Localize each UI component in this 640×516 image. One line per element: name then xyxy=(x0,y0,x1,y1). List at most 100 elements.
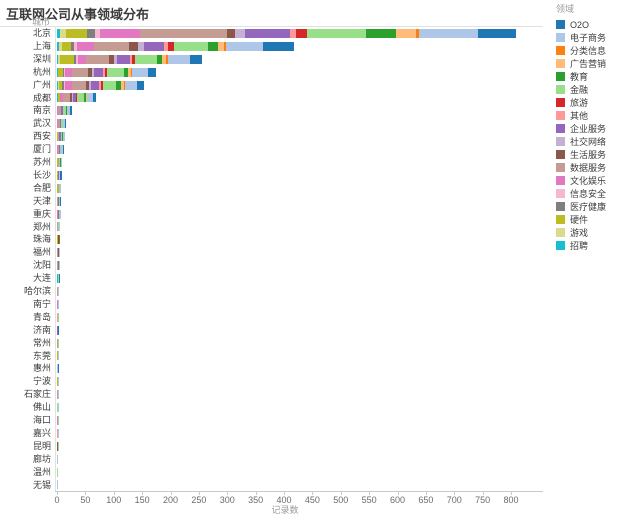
bar-segment[interactable] xyxy=(62,132,64,142)
bar-segment[interactable] xyxy=(58,145,60,155)
bar-segment[interactable] xyxy=(59,54,74,64)
bar-segment[interactable] xyxy=(58,80,63,90)
bar-segment[interactable] xyxy=(62,119,65,129)
bar-segment[interactable] xyxy=(84,93,86,103)
bar-segment[interactable] xyxy=(57,454,58,464)
bar-segment[interactable] xyxy=(58,54,60,64)
legend-item[interactable]: 游戏 xyxy=(556,226,640,239)
bar-segment[interactable] xyxy=(102,80,117,90)
bar-segment[interactable] xyxy=(59,28,66,38)
bar-segment[interactable] xyxy=(70,106,73,116)
bar-segment[interactable] xyxy=(59,209,61,219)
bar-segment[interactable] xyxy=(87,28,95,38)
bar-segment[interactable] xyxy=(70,41,74,51)
bar-segment[interactable] xyxy=(77,54,87,64)
bar-segment[interactable] xyxy=(59,145,61,155)
bar-segment[interactable] xyxy=(132,54,136,64)
bar-segment[interactable] xyxy=(58,261,60,271)
bar-segment[interactable] xyxy=(58,248,59,258)
bar-segment[interactable] xyxy=(57,196,58,206)
bar-segment[interactable] xyxy=(58,209,60,219)
bar-segment[interactable] xyxy=(57,261,58,271)
bar-segment[interactable] xyxy=(73,41,77,51)
bar-segment[interactable] xyxy=(57,209,58,219)
bar-segment[interactable] xyxy=(60,157,61,167)
bar-segment[interactable] xyxy=(225,41,263,51)
legend-item[interactable]: O2O xyxy=(556,18,640,31)
bar-segment[interactable] xyxy=(57,170,59,180)
bar-segment[interactable] xyxy=(128,67,132,77)
bar-segment[interactable] xyxy=(59,209,60,219)
bar-segment[interactable] xyxy=(165,54,168,64)
bar-segment[interactable] xyxy=(57,403,58,413)
legend-item[interactable]: 企业服务 xyxy=(556,122,640,135)
bar-segment[interactable] xyxy=(57,428,58,438)
bar-segment[interactable] xyxy=(98,80,101,90)
bar-segment[interactable] xyxy=(88,67,92,77)
legend-item[interactable]: 数据服务 xyxy=(556,161,640,174)
bar-segment[interactable] xyxy=(207,41,219,51)
bar-segment[interactable] xyxy=(132,67,149,77)
bar-segment[interactable] xyxy=(57,209,59,219)
legend-item[interactable]: 文化娱乐 xyxy=(556,174,640,187)
bar-segment[interactable] xyxy=(57,170,58,180)
bar-segment[interactable] xyxy=(58,274,59,284)
bar-segment[interactable] xyxy=(62,145,64,155)
bar-segment[interactable] xyxy=(71,80,86,90)
bar-segment[interactable] xyxy=(57,415,59,425)
bar-segment[interactable] xyxy=(57,274,58,284)
bar-segment[interactable] xyxy=(57,222,58,232)
bar-segment[interactable] xyxy=(124,80,138,90)
bar-segment[interactable] xyxy=(91,67,94,77)
bar-segment[interactable] xyxy=(62,67,65,77)
bar-segment[interactable] xyxy=(59,196,60,206)
bar-segment[interactable] xyxy=(262,41,294,51)
bar-segment[interactable] xyxy=(57,377,58,387)
bar-segment[interactable] xyxy=(64,80,72,90)
bar-segment[interactable] xyxy=(86,93,93,103)
bar-segment[interactable] xyxy=(63,93,70,103)
bar-segment[interactable] xyxy=(86,54,110,64)
bar-segment[interactable] xyxy=(296,28,308,38)
bar-segment[interactable] xyxy=(64,119,67,129)
bar-segment[interactable] xyxy=(95,28,101,38)
bar-segment[interactable] xyxy=(143,41,164,51)
bar-segment[interactable] xyxy=(74,54,77,64)
bar-segment[interactable] xyxy=(57,132,60,142)
bar-segment[interactable] xyxy=(59,196,61,206)
bar-segment[interactable] xyxy=(57,54,59,64)
bar-segment[interactable] xyxy=(57,67,58,77)
bar-segment[interactable] xyxy=(60,132,63,142)
legend-item[interactable]: 教育 xyxy=(556,70,640,83)
legend-item[interactable]: 广告营销 xyxy=(556,57,640,70)
bar-segment[interactable] xyxy=(58,119,60,129)
bar-segment[interactable] xyxy=(137,80,144,90)
legend-item[interactable]: 社交网络 xyxy=(556,135,640,148)
bar-segment[interactable] xyxy=(139,28,227,38)
bar-segment[interactable] xyxy=(58,196,60,206)
bar-segment[interactable] xyxy=(77,93,85,103)
bar-segment[interactable] xyxy=(62,41,71,51)
bar-segment[interactable] xyxy=(128,41,139,51)
bar-segment[interactable] xyxy=(60,170,62,180)
bar-segment[interactable] xyxy=(57,93,58,103)
bar-segment[interactable] xyxy=(59,93,64,103)
bar-segment[interactable] xyxy=(71,93,73,103)
bar-segment[interactable] xyxy=(57,351,58,361)
bar-segment[interactable] xyxy=(57,93,59,103)
bar-segment[interactable] xyxy=(418,28,478,38)
bar-segment[interactable] xyxy=(65,28,88,38)
bar-segment[interactable] xyxy=(106,67,124,77)
bar-segment[interactable] xyxy=(223,41,226,51)
bar-segment[interactable] xyxy=(57,248,59,258)
bar-segment[interactable] xyxy=(57,132,58,142)
bar-segment[interactable] xyxy=(57,428,59,438)
bar-segment[interactable] xyxy=(70,93,72,103)
bar-segment[interactable] xyxy=(57,325,59,335)
bar-segment[interactable] xyxy=(63,80,65,90)
bar-segment[interactable] xyxy=(57,312,59,322)
bar-segment[interactable] xyxy=(57,196,59,206)
bar-segment[interactable] xyxy=(58,248,60,258)
bar-segment[interactable] xyxy=(65,67,73,77)
bar-segment[interactable] xyxy=(477,28,516,38)
